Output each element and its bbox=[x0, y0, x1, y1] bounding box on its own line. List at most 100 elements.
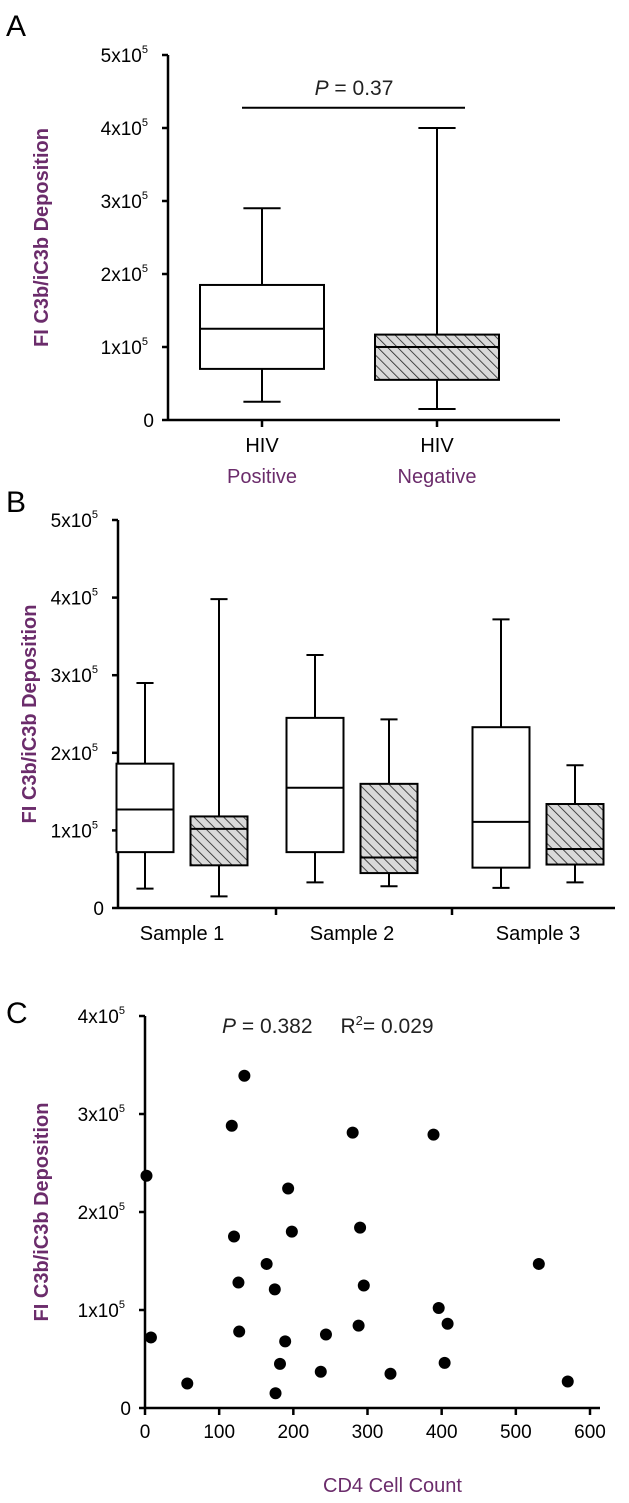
panel-c-x-axis-title: CD4 Cell Count bbox=[323, 1475, 462, 1497]
panel-c-x-tick-label: 300 bbox=[352, 1422, 384, 1443]
scatter-point bbox=[228, 1230, 240, 1243]
panel-letter-c: C bbox=[6, 997, 28, 1030]
panel-a-y-tick-label: 5x105 bbox=[101, 44, 148, 67]
scatter-point bbox=[432, 1302, 445, 1315]
panel-c-x-ticks: 0 100 200 300 400 500 600 bbox=[140, 1408, 606, 1443]
iqr-box bbox=[285, 716, 345, 854]
iqr-box bbox=[471, 726, 531, 869]
scatter-point bbox=[319, 1328, 332, 1341]
scatter-point bbox=[285, 1225, 298, 1238]
panel-b-group-label: Sample 3 bbox=[496, 923, 581, 945]
panel-c-y-tick-label: 3x105 bbox=[78, 1103, 125, 1126]
panel-a-category-line1: HIV bbox=[420, 435, 454, 457]
scatter-point bbox=[279, 1335, 292, 1348]
iqr-box bbox=[115, 762, 175, 854]
scatter-point bbox=[144, 1331, 157, 1344]
panel-a-axes bbox=[166, 55, 560, 427]
panel-c-statistics-annotation: P = 0.382 R2= 0.029 bbox=[222, 1013, 434, 1038]
panel-b-group-label: Sample 2 bbox=[310, 923, 395, 945]
panel-c-x-tick-label: 100 bbox=[203, 1422, 235, 1443]
panel-a-y-tick-label: 0 bbox=[143, 411, 154, 432]
panel-a-category-labels: HIV Positive HIV Negative bbox=[227, 435, 476, 488]
panel-a-y-axis-title: FI C3b/iC3b Deposition bbox=[31, 128, 53, 347]
iqr-box bbox=[374, 333, 500, 381]
scatter-point bbox=[282, 1182, 295, 1195]
panel-b-y-ticks: 0 1x105 2x105 3x105 4x105 5x105 bbox=[51, 509, 118, 920]
scatter-point bbox=[238, 1069, 251, 1082]
panel-a-box-2 bbox=[374, 127, 500, 411]
scatter-point bbox=[346, 1126, 359, 1139]
iqr-box bbox=[189, 815, 249, 867]
panel-a-y-tick-label: 1x105 bbox=[101, 336, 148, 359]
panel-b-box-3 bbox=[285, 654, 345, 884]
scatter-point bbox=[273, 1357, 286, 1370]
scatter-point bbox=[354, 1221, 367, 1234]
panel-c-y-tick-label: 2x105 bbox=[78, 1201, 125, 1224]
scatter-point bbox=[181, 1377, 194, 1390]
scatter-point bbox=[438, 1356, 451, 1369]
scatter-point bbox=[268, 1283, 281, 1296]
panel-c-x-tick-label: 600 bbox=[574, 1422, 606, 1443]
panel-a-box-1 bbox=[199, 207, 325, 403]
panel-b-y-tick-label: 5x105 bbox=[51, 509, 98, 532]
scatter-point bbox=[532, 1257, 545, 1270]
scatter-point bbox=[314, 1365, 327, 1378]
panel-c-points bbox=[140, 1069, 574, 1400]
scatter-point bbox=[260, 1257, 273, 1270]
panel-a-significance-annotation: P = 0.37 bbox=[242, 77, 465, 109]
scatter-point bbox=[441, 1317, 454, 1330]
panel-c-y-tick-label: 0 bbox=[120, 1399, 131, 1420]
panel-letter-b: B bbox=[6, 486, 26, 519]
panel-b-box-2 bbox=[189, 598, 249, 898]
panel-b-box-1 bbox=[115, 681, 175, 890]
scatter-point bbox=[352, 1319, 365, 1332]
panel-b-group-label: Sample 1 bbox=[140, 923, 225, 945]
scatter-point bbox=[225, 1119, 238, 1132]
panel-c-x-tick-label: 500 bbox=[500, 1422, 532, 1443]
panel-c-y-ticks: 0 1x105 2x105 3x105 4x105 bbox=[78, 1005, 145, 1420]
panel-c-x-tick-label: 0 bbox=[140, 1422, 151, 1443]
panel-c-y-tick-label: 1x105 bbox=[78, 1299, 125, 1322]
panel-b-group-labels: Sample 1 Sample 2 Sample 3 bbox=[140, 923, 581, 945]
scatter-point bbox=[384, 1367, 397, 1380]
panel-c-axes bbox=[143, 1016, 600, 1410]
scatter-point bbox=[140, 1169, 153, 1182]
panel-c-x-tick-label: 400 bbox=[426, 1422, 458, 1443]
scatter-point bbox=[233, 1325, 246, 1338]
panel-c: C FI C3b/iC3b Deposition 0 1x105 2x105 3x10… bbox=[6, 997, 606, 1497]
panel-c-y-axis-title: FI C3b/iC3b Deposition bbox=[31, 1103, 53, 1322]
panel-a-category-line2: Negative bbox=[398, 466, 477, 488]
panel-letter-a: A bbox=[6, 10, 26, 43]
panel-c-x-tick-label: 200 bbox=[277, 1422, 309, 1443]
panel-b-y-tick-label: 0 bbox=[93, 899, 104, 920]
panel-a-y-tick-label: 2x105 bbox=[101, 263, 148, 286]
panel-b-box-6 bbox=[545, 764, 605, 884]
iqr-box bbox=[359, 782, 419, 875]
scatter-point bbox=[427, 1128, 440, 1141]
panel-b-y-tick-label: 4x105 bbox=[51, 587, 98, 610]
panel-b-y-tick-label: 3x105 bbox=[51, 664, 98, 687]
panel-b-box-5 bbox=[471, 618, 531, 889]
panel-a-y-ticks: 0 1x105 2x105 3x105 4x105 5x105 bbox=[101, 44, 168, 432]
panel-a-boxes bbox=[199, 127, 500, 411]
panel-b-boxes bbox=[115, 598, 605, 898]
scatter-point bbox=[357, 1279, 370, 1292]
panel-a-y-tick-label: 3x105 bbox=[101, 190, 148, 213]
panel-b: B FI C3b/iC3b Deposition 0 1x105 2x105 3x10… bbox=[6, 486, 615, 945]
panel-a-p-value: P = 0.37 bbox=[315, 77, 394, 100]
iqr-box bbox=[199, 283, 325, 370]
panel-c-y-tick-label: 4x105 bbox=[78, 1005, 125, 1028]
scatter-point bbox=[269, 1387, 282, 1400]
panel-a-category-line2: Positive bbox=[227, 466, 297, 488]
panel-a-y-tick-label: 4x105 bbox=[101, 117, 148, 140]
iqr-box bbox=[545, 803, 605, 866]
panel-a-category-line1: HIV bbox=[245, 435, 279, 457]
panel-b-y-axis-title: FI C3b/iC3b Deposition bbox=[19, 605, 41, 824]
panel-a: A FI C3b/iC3b Deposition 0 1x105 2x105 3x10… bbox=[6, 10, 560, 488]
panel-b-box-4 bbox=[359, 718, 419, 888]
panel-b-y-tick-label: 2x105 bbox=[51, 742, 98, 765]
scatter-point bbox=[561, 1375, 574, 1388]
scatter-point bbox=[232, 1276, 245, 1289]
panel-b-y-tick-label: 1x105 bbox=[51, 819, 98, 842]
